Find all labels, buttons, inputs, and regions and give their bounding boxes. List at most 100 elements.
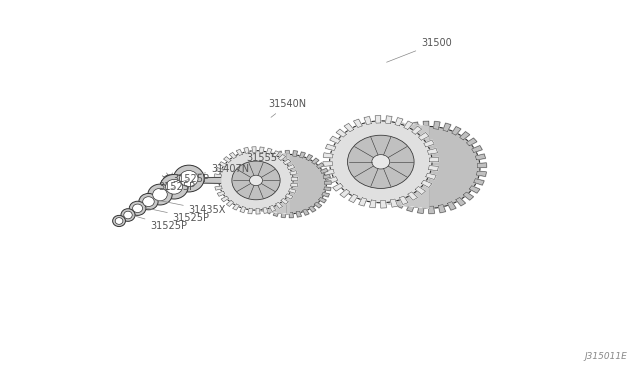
Ellipse shape xyxy=(115,218,123,224)
Polygon shape xyxy=(467,138,477,146)
Polygon shape xyxy=(384,135,394,143)
Ellipse shape xyxy=(129,201,146,215)
Polygon shape xyxy=(443,123,451,131)
Ellipse shape xyxy=(160,174,188,199)
Polygon shape xyxy=(214,174,221,178)
Polygon shape xyxy=(399,196,408,205)
Ellipse shape xyxy=(113,215,125,227)
Polygon shape xyxy=(229,153,236,158)
Polygon shape xyxy=(421,180,432,187)
Polygon shape xyxy=(340,189,350,198)
Ellipse shape xyxy=(124,211,132,219)
Polygon shape xyxy=(369,200,376,208)
Polygon shape xyxy=(259,147,264,153)
Polygon shape xyxy=(248,190,255,194)
Polygon shape xyxy=(300,152,305,158)
Polygon shape xyxy=(371,158,381,164)
Polygon shape xyxy=(330,136,340,144)
Ellipse shape xyxy=(232,161,280,200)
Polygon shape xyxy=(429,157,438,162)
Polygon shape xyxy=(323,162,332,166)
Polygon shape xyxy=(327,177,338,184)
Ellipse shape xyxy=(121,209,135,221)
Polygon shape xyxy=(257,160,264,166)
Polygon shape xyxy=(349,194,358,203)
Polygon shape xyxy=(273,151,279,157)
Text: J315011E: J315011E xyxy=(584,352,627,361)
Polygon shape xyxy=(452,126,461,135)
Polygon shape xyxy=(447,202,456,210)
Polygon shape xyxy=(406,203,415,212)
Polygon shape xyxy=(463,192,474,200)
Polygon shape xyxy=(417,205,424,214)
Polygon shape xyxy=(476,154,486,160)
Polygon shape xyxy=(247,184,254,187)
Ellipse shape xyxy=(378,126,480,208)
Polygon shape xyxy=(333,183,343,191)
Polygon shape xyxy=(412,122,419,130)
Polygon shape xyxy=(353,119,362,128)
Polygon shape xyxy=(375,116,381,123)
Polygon shape xyxy=(281,198,289,204)
Polygon shape xyxy=(477,171,486,176)
Polygon shape xyxy=(244,147,249,153)
Polygon shape xyxy=(278,154,285,160)
Polygon shape xyxy=(358,198,367,206)
Polygon shape xyxy=(408,192,417,200)
Polygon shape xyxy=(372,175,382,181)
Polygon shape xyxy=(324,181,332,184)
Polygon shape xyxy=(397,200,406,208)
Ellipse shape xyxy=(166,179,182,194)
Polygon shape xyxy=(236,149,243,155)
Polygon shape xyxy=(263,208,268,214)
Ellipse shape xyxy=(132,204,143,212)
Ellipse shape xyxy=(348,135,414,189)
Polygon shape xyxy=(375,182,386,189)
Polygon shape xyxy=(252,166,260,171)
Text: 31435X: 31435X xyxy=(156,200,226,215)
Polygon shape xyxy=(217,191,225,196)
Polygon shape xyxy=(429,206,435,214)
Ellipse shape xyxy=(173,165,204,192)
Polygon shape xyxy=(303,209,309,215)
Polygon shape xyxy=(392,129,402,137)
Polygon shape xyxy=(321,168,328,173)
Polygon shape xyxy=(388,195,398,203)
Polygon shape xyxy=(433,121,440,129)
Polygon shape xyxy=(256,209,260,214)
Polygon shape xyxy=(415,186,426,195)
Ellipse shape xyxy=(163,175,176,186)
Polygon shape xyxy=(296,211,301,217)
Polygon shape xyxy=(424,140,435,147)
Text: 31525P: 31525P xyxy=(145,208,210,222)
Polygon shape xyxy=(325,144,336,151)
Polygon shape xyxy=(381,189,391,197)
Polygon shape xyxy=(381,201,387,208)
Polygon shape xyxy=(412,126,422,134)
Polygon shape xyxy=(277,151,282,157)
Polygon shape xyxy=(273,210,279,217)
Polygon shape xyxy=(266,148,272,154)
Polygon shape xyxy=(474,179,484,185)
Text: 31525P: 31525P xyxy=(134,216,188,231)
Polygon shape xyxy=(221,196,228,202)
Polygon shape xyxy=(276,202,283,208)
Ellipse shape xyxy=(148,184,172,205)
Polygon shape xyxy=(252,147,256,152)
Polygon shape xyxy=(390,199,397,207)
Polygon shape xyxy=(289,212,293,218)
Polygon shape xyxy=(429,166,438,171)
Polygon shape xyxy=(336,129,346,137)
Polygon shape xyxy=(323,153,333,158)
Polygon shape xyxy=(269,153,276,159)
Polygon shape xyxy=(260,204,267,210)
Polygon shape xyxy=(456,198,465,206)
Ellipse shape xyxy=(153,188,167,201)
Ellipse shape xyxy=(252,154,326,214)
Polygon shape xyxy=(292,151,298,156)
Polygon shape xyxy=(291,183,298,187)
Ellipse shape xyxy=(250,175,262,186)
Polygon shape xyxy=(381,121,429,208)
Polygon shape xyxy=(287,164,295,170)
Polygon shape xyxy=(344,124,354,132)
